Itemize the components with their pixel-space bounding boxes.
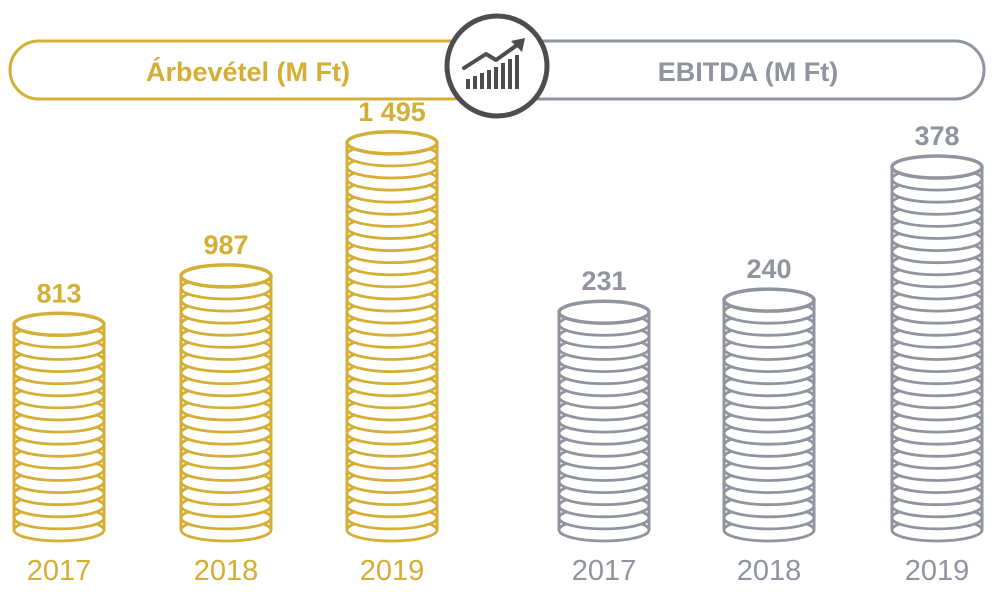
year-label: 2019 <box>360 555 425 587</box>
coin-stack <box>345 130 439 543</box>
revenue-title: Árbevétel (M Ft) <box>146 56 350 87</box>
value-label: 813 <box>36 278 81 308</box>
year-label: 2019 <box>905 555 970 587</box>
year-label: 2018 <box>737 555 802 587</box>
coin-stacks: 813 2017 987 2018 1 495 2019 231 2017 240 2018 378… <box>12 97 984 587</box>
coin-stack-top <box>12 311 106 338</box>
year-label: 2017 <box>27 555 92 587</box>
value-label: 1 495 <box>358 97 426 127</box>
coin-stack-top <box>179 263 273 289</box>
year-label: 2018 <box>194 555 259 587</box>
coin-stack <box>557 299 651 543</box>
coin-stack <box>890 154 984 543</box>
value-label: 378 <box>914 121 959 151</box>
growth-bar-chart-icon <box>444 13 550 119</box>
value-label: 240 <box>746 254 791 284</box>
ebitda-title: EBITDA (M Ft) <box>658 57 838 87</box>
coin-stack <box>12 311 106 543</box>
coin-stack <box>722 287 816 543</box>
year-label: 2017 <box>572 555 637 587</box>
coin-stack <box>179 263 273 543</box>
value-label: 231 <box>581 266 626 296</box>
coin-stack-top <box>890 154 984 180</box>
header: Árbevétel (M Ft) EBITDA (M Ft) <box>8 13 986 119</box>
value-label: 987 <box>203 230 248 260</box>
coin-stack-top <box>345 130 439 156</box>
coin-stack-top <box>557 299 651 325</box>
coin-stack-top <box>722 287 816 313</box>
